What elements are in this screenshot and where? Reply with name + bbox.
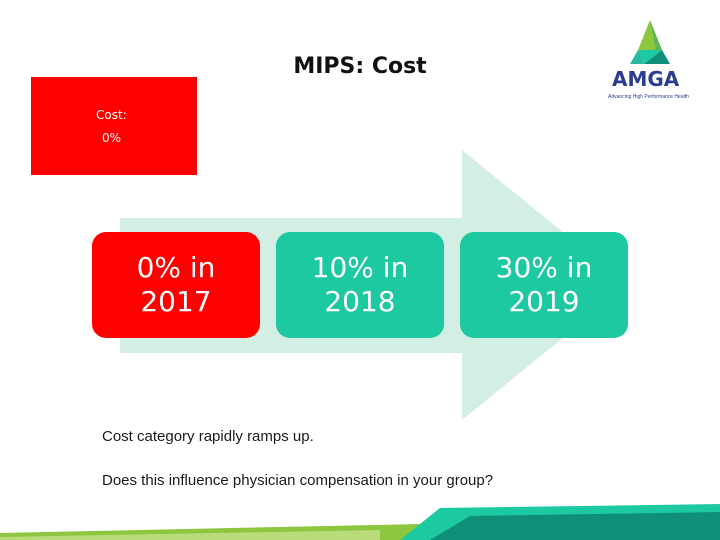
cost-callout-value: 0%	[102, 131, 122, 145]
step-2017: 0% in 2017	[92, 232, 260, 338]
footer-decoration	[0, 504, 720, 540]
amga-logo-mark	[630, 20, 670, 64]
step-2018: 10% in 2018	[276, 232, 444, 338]
cost-callout-label: Cost:	[96, 108, 127, 122]
logo-name: AMGA	[612, 67, 680, 91]
slide-title: MIPS: Cost	[293, 54, 427, 79]
note-ramp-up: Cost category rapidly ramps up.	[102, 428, 314, 445]
step-2019: 30% in 2019	[460, 232, 628, 338]
cost-callout-box	[31, 77, 197, 175]
note-question: Does this influence physician compensati…	[102, 472, 494, 489]
logo-tagline: Advancing High Performance Health	[608, 94, 689, 100]
